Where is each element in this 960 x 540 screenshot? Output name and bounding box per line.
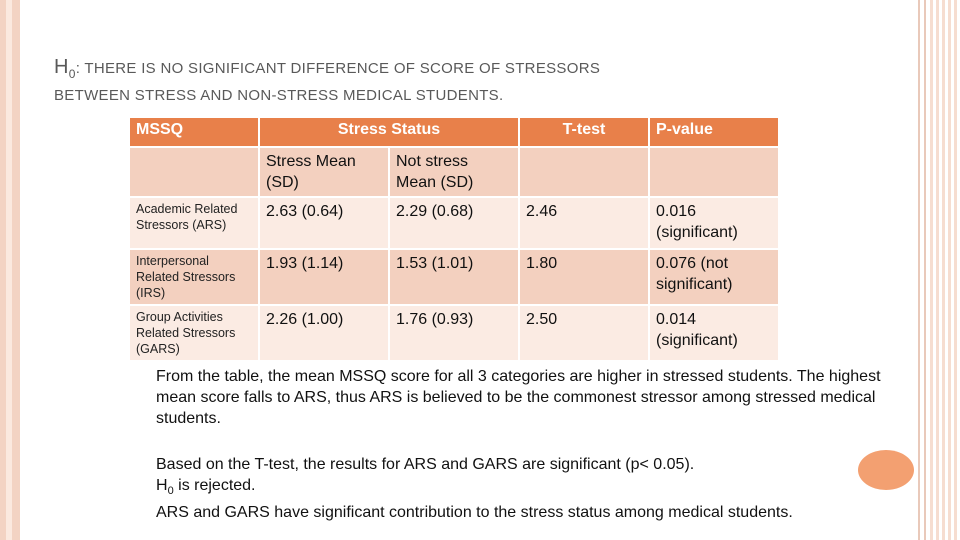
right-decorative-line — [924, 0, 926, 540]
not-stress-mean: 1.53 (1.01) — [388, 248, 520, 306]
empty-cell — [518, 146, 650, 198]
not-stress-mean: 1.76 (0.93) — [388, 304, 520, 362]
decorative-circle — [858, 450, 914, 490]
header-mssq: MSSQ — [128, 116, 260, 148]
empty-cell — [648, 146, 780, 198]
not-stress-mean: 2.29 (0.68) — [388, 196, 520, 250]
slide-title-line2: between stress and non-stress medical st… — [54, 87, 504, 104]
table-row: Academic Related Stressors (ARS) 2.63 (0… — [128, 196, 780, 250]
empty-cell — [128, 146, 260, 198]
table-header-row: MSSQ Stress Status T-test P-value — [128, 116, 780, 148]
row-label: Group Activities Related Stressors (GARS… — [128, 304, 260, 362]
row-label: Interpersonal Related Stressors (IRS) — [128, 248, 260, 306]
interpretation-paragraph: From the table, the mean MSSQ score for … — [156, 368, 881, 427]
table-row: Interpersonal Related Stressors (IRS) 1.… — [128, 248, 780, 306]
ttest-value: 2.46 — [518, 196, 650, 250]
conclusion-line-2: H0 is rejected. — [156, 477, 256, 498]
ttest-value: 2.50 — [518, 304, 650, 362]
header-stress-status: Stress Status — [258, 116, 520, 148]
row-label: Academic Related Stressors (ARS) — [128, 196, 260, 250]
pvalue-value: 0.016 (significant) — [648, 196, 780, 250]
pvalue-value: 0.014 (significant) — [648, 304, 780, 362]
header-ttest: T-test — [518, 116, 650, 148]
right-decorative-stripes — [930, 0, 960, 540]
stress-mean: 2.26 (1.00) — [258, 304, 390, 362]
pvalue-value: 0.076 (not significant) — [648, 248, 780, 306]
header-pvalue: P-value — [648, 116, 780, 148]
slide-title-line1: H0: There is no significant difference o… — [54, 56, 601, 81]
subheader-not-stress: Not stress Mean (SD) — [388, 146, 520, 198]
subheader-stress: Stress Mean (SD) — [258, 146, 390, 198]
conclusion-line-1: Based on the T-test, the results for ARS… — [156, 456, 695, 473]
left-decorative-bar — [0, 0, 20, 540]
table-subheader-row: Stress Mean (SD) Not stress Mean (SD) — [128, 146, 780, 198]
conclusion-line-3: ARS and GARS have significant contributi… — [156, 504, 793, 522]
table-row: Group Activities Related Stressors (GARS… — [128, 304, 780, 362]
right-decorative-line — [918, 0, 920, 540]
stress-mean: 1.93 (1.14) — [258, 248, 390, 306]
conclusion-paragraph: Based on the T-test, the results for ARS… — [156, 454, 896, 523]
stress-mean: 2.63 (0.64) — [258, 196, 390, 250]
stressor-table: MSSQ Stress Status T-test P-value Stress… — [128, 116, 780, 362]
ttest-value: 1.80 — [518, 248, 650, 306]
